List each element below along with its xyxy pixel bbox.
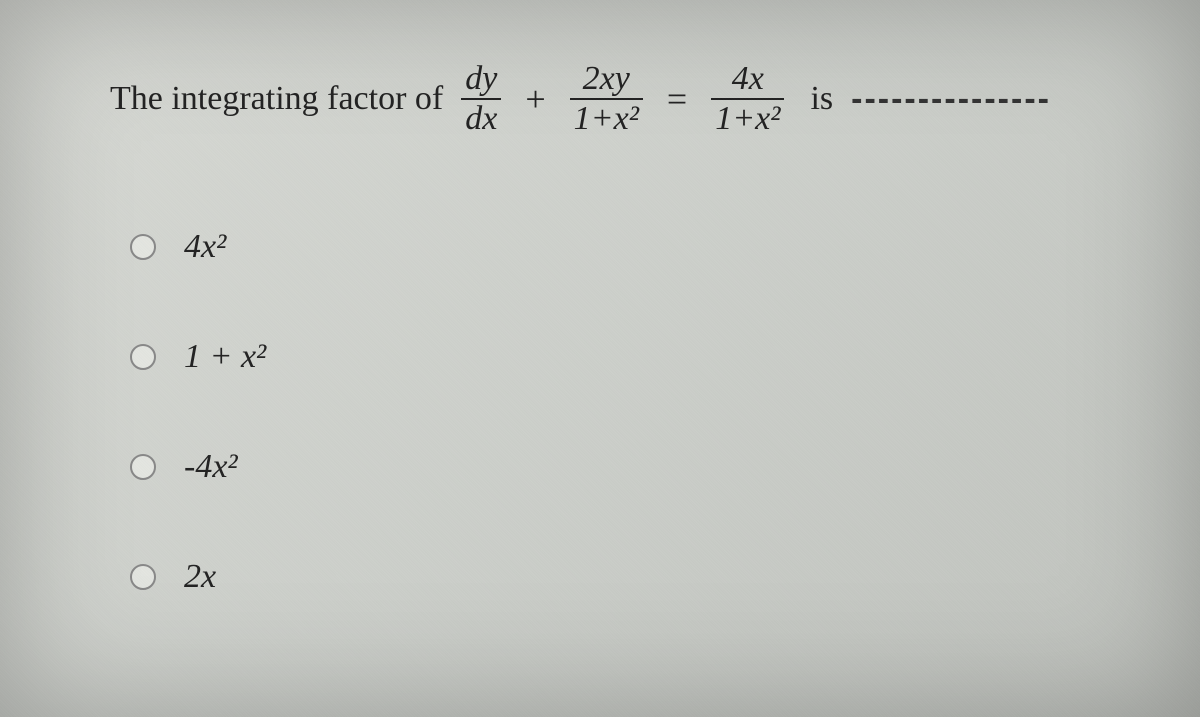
equals-operator: = [661, 78, 693, 120]
fraction-dy-dx: dy dx [461, 60, 501, 138]
frac3-num: 4x [728, 60, 768, 98]
radio-icon[interactable] [130, 234, 156, 260]
option-c[interactable]: -4x² [130, 448, 1140, 486]
option-c-label: -4x² [184, 448, 238, 486]
option-b-label: 1 + x² [184, 338, 266, 376]
frac2-num: 2xy [579, 60, 634, 98]
frac1-num: dy [461, 60, 501, 98]
frac1-den: dx [461, 98, 501, 138]
option-b[interactable]: 1 + x² [130, 338, 1140, 376]
radio-icon[interactable] [130, 344, 156, 370]
question-suffix: is [810, 80, 833, 118]
option-a[interactable]: 4x² [130, 228, 1140, 266]
option-d-label: 2x [184, 558, 216, 596]
option-d[interactable]: 2x [130, 558, 1140, 596]
options-list: 4x² 1 + x² -4x² 2x [130, 228, 1140, 596]
frac3-den: 1+x² [711, 98, 784, 138]
fraction-2xy: 2xy 1+x² [570, 60, 643, 138]
question-prefix: The integrating factor of [110, 80, 443, 118]
frac2-den: 1+x² [570, 98, 643, 138]
option-a-label: 4x² [184, 228, 226, 266]
question-row: The integrating factor of dy dx + 2xy 1+… [110, 60, 1140, 138]
plus-operator: + [519, 78, 551, 120]
answer-blank-dashes: --------------- [851, 80, 1051, 119]
fraction-4x: 4x 1+x² [711, 60, 784, 138]
radio-icon[interactable] [130, 454, 156, 480]
radio-icon[interactable] [130, 564, 156, 590]
